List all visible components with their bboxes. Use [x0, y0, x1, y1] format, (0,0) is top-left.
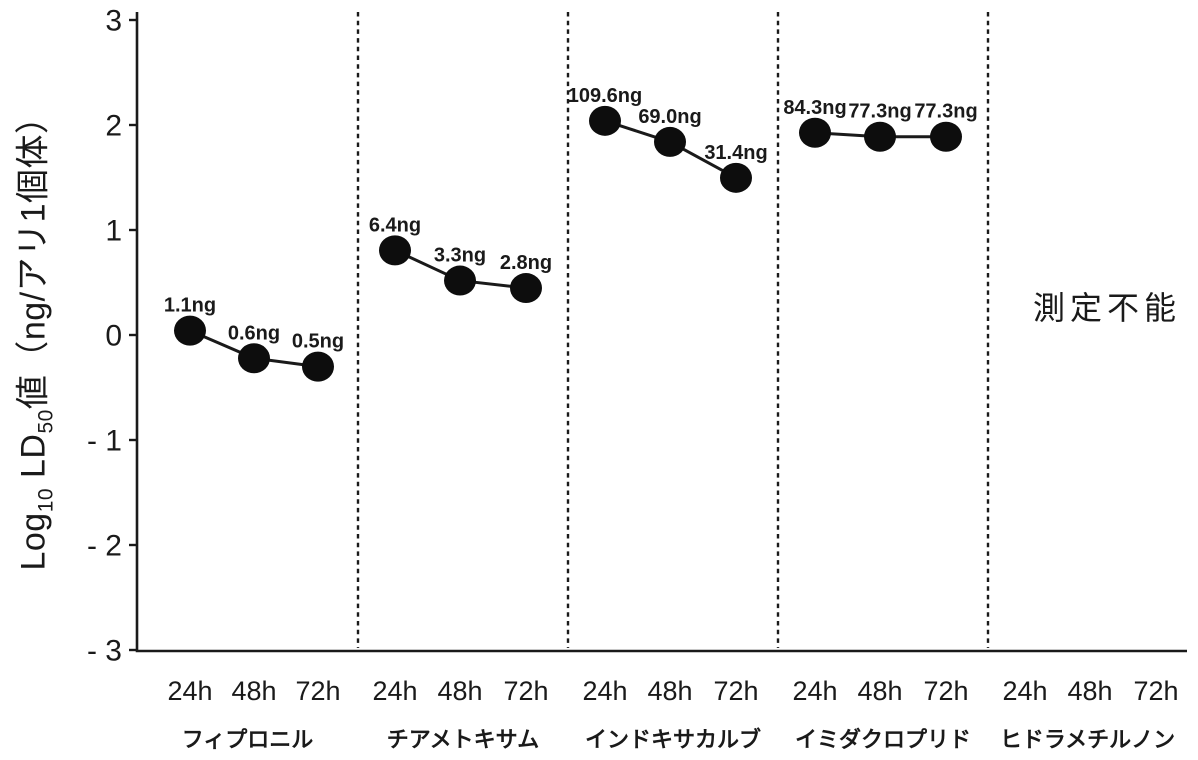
time-label: 24h	[1002, 676, 1047, 706]
data-point	[864, 121, 896, 152]
time-label: 24h	[582, 676, 627, 706]
time-label: 72h	[503, 676, 548, 706]
group-name-label: ヒドラメチルノン	[1000, 727, 1175, 752]
data-point	[444, 265, 476, 296]
y-axis-title-part: LD	[14, 433, 53, 488]
time-label: 48h	[1067, 676, 1112, 706]
group-name-label: チアメトキサム	[387, 727, 539, 752]
point-value-label: 1.1ng	[164, 295, 216, 317]
y-axis-title: Log10 LD50値（ng/アリ1個体）	[6, 99, 58, 571]
data-point	[589, 105, 621, 136]
time-label: 48h	[857, 676, 902, 706]
time-label: 72h	[295, 676, 340, 706]
time-label: 24h	[167, 676, 212, 706]
y-tick-label: 3	[105, 5, 122, 38]
data-point	[510, 273, 542, 304]
y-tick-label: - 2	[87, 530, 122, 563]
y-axis-title-subscript: 10	[34, 487, 58, 513]
data-point	[302, 351, 334, 382]
y-tick-label: - 1	[87, 425, 122, 458]
time-label: 48h	[437, 676, 482, 706]
data-point	[654, 126, 686, 157]
point-value-label: 69.0ng	[638, 106, 701, 128]
point-value-label: 2.8ng	[500, 252, 552, 274]
y-tick-label: 1	[105, 215, 122, 248]
y-tick-label: - 3	[87, 635, 122, 668]
point-value-label: 6.4ng	[369, 214, 421, 236]
group-name-label: フィプロニル	[182, 727, 314, 752]
data-point	[930, 121, 962, 152]
time-label: 72h	[923, 676, 968, 706]
time-label: 72h	[1133, 676, 1178, 706]
data-point	[379, 235, 411, 266]
time-label: 24h	[372, 676, 417, 706]
data-point	[238, 343, 270, 374]
point-value-label: 0.5ng	[292, 331, 344, 353]
y-axis-title-subscript: 50	[34, 409, 58, 434]
point-value-label: 84.3ng	[783, 97, 846, 119]
group-name-label: インドキサカルブ	[585, 727, 761, 752]
point-value-label: 3.3ng	[434, 245, 486, 267]
point-value-label: 31.4ng	[704, 142, 767, 164]
group-name-label: イミダクロプリド	[795, 727, 971, 752]
y-axis-title-part: 値（ng/アリ1個体）	[14, 99, 53, 410]
point-value-label: 77.3ng	[914, 101, 977, 123]
y-tick-label: 0	[105, 320, 122, 353]
y-axis-title-part: Log	[14, 512, 53, 571]
time-label: 48h	[231, 676, 276, 706]
point-value-label: 109.6ng	[568, 85, 642, 107]
not-measurable-note: 測定不能	[1032, 290, 1182, 326]
time-label: 24h	[792, 676, 837, 706]
point-value-label: 77.3ng	[848, 101, 911, 123]
point-value-label: 0.6ng	[228, 322, 280, 344]
y-tick-label: 2	[105, 110, 122, 143]
data-point	[799, 117, 831, 148]
time-label: 72h	[713, 676, 758, 706]
time-label: 48h	[647, 676, 692, 706]
data-point	[720, 162, 752, 193]
data-point	[174, 315, 206, 346]
